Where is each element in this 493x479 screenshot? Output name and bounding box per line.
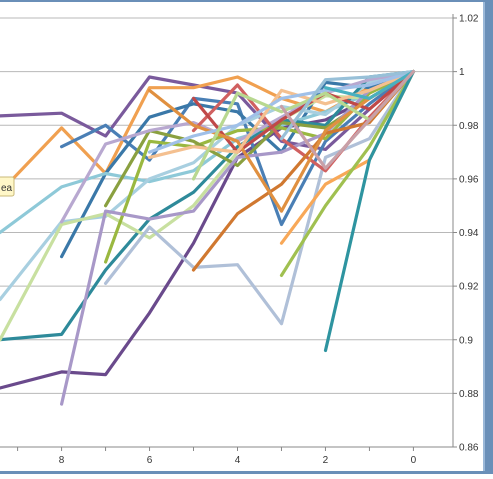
series-line <box>147 69 415 154</box>
tooltip-box <box>0 176 15 197</box>
x-tick-label: 6 <box>147 455 153 466</box>
y-tick-label: 0.94 <box>459 228 479 239</box>
x-tick-label: 4 <box>235 455 241 466</box>
y-tick-label: 0.96 <box>459 174 479 185</box>
series-group <box>0 69 415 406</box>
series-line <box>191 69 415 154</box>
y-tick-label: 0.92 <box>459 282 479 293</box>
window-frame-highlight <box>483 0 485 474</box>
y-tick-label: 0.86 <box>459 443 479 454</box>
series-line <box>323 69 415 101</box>
tooltip: ea <box>0 176 15 197</box>
x-tick-label: 8 <box>59 455 65 466</box>
series-line <box>323 69 415 353</box>
window-frame-bottom <box>0 471 493 474</box>
tooltip-text: ea <box>1 183 13 194</box>
y-tick-label: 0.9 <box>459 335 473 346</box>
series-line <box>279 69 415 141</box>
y-tick-label: 1 <box>459 67 465 78</box>
x-tick-label: 0 <box>411 455 417 466</box>
y-tick-label: 1.02 <box>459 14 479 25</box>
y-tick-label: 0.98 <box>459 121 479 132</box>
window-frame-top <box>0 0 493 2</box>
series-line <box>147 69 415 159</box>
window-frame-right <box>483 0 493 474</box>
series-line <box>279 69 415 170</box>
axes: 0.86 0.88 0.9 0.92 0.94 0.96 0.98 1 1.02 8 6 4 2 0 <box>0 14 479 466</box>
series-line <box>59 69 415 227</box>
series-line <box>279 69 415 277</box>
y-tick-label: 0.88 <box>459 389 479 400</box>
x-tick-label: 2 <box>323 455 329 466</box>
series-line <box>103 69 415 326</box>
series-line <box>0 69 415 390</box>
